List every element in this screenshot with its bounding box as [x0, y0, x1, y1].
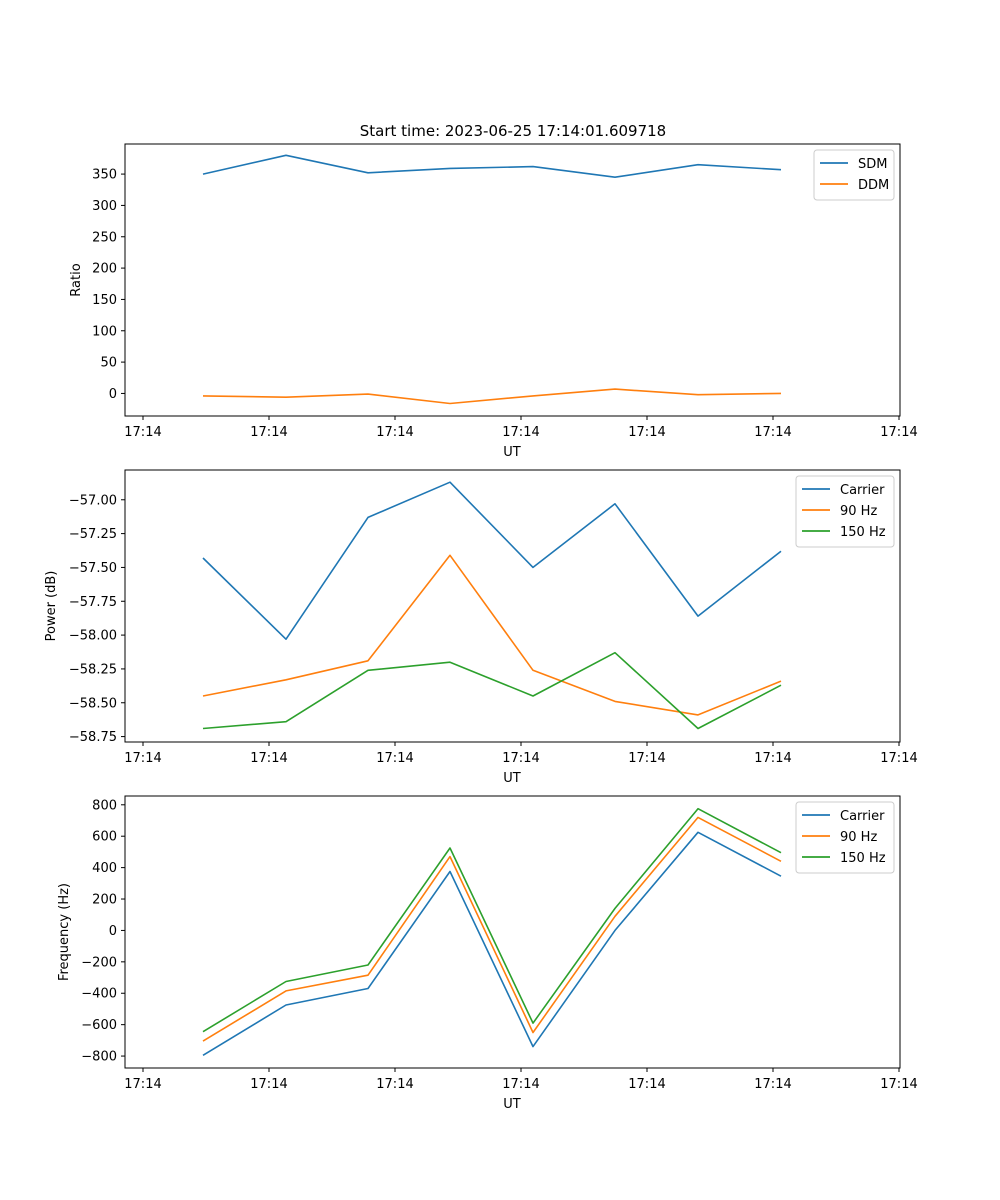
x-tick-label: 17:14 [376, 751, 413, 766]
y-tick-label: 250 [92, 230, 117, 245]
x-tick-label: 17:14 [376, 425, 413, 440]
x-tick-label: 17:14 [880, 1077, 917, 1092]
legend: Carrier 90 Hz 150 Hz [795, 475, 895, 548]
y-tick-label: −58.25 [69, 662, 117, 677]
chart-panel-2: 17:14 17:14 17:14 17:14 17:14 17:14 17:14 −58.7… [44, 469, 918, 786]
y-tick-label: 150 [92, 293, 117, 308]
legend-box [795, 475, 895, 548]
y-tick-label: −57.50 [69, 561, 117, 576]
y-tick-label: −400 [81, 987, 117, 1002]
y-tick-label: −58.00 [69, 629, 117, 644]
y-tick-label: −58.50 [69, 696, 117, 711]
y-tick-label: 200 [92, 262, 117, 277]
x-tick-label: 17:14 [754, 751, 791, 766]
x-tick-label: 17:14 [754, 1077, 791, 1092]
x-tick-label: 17:14 [250, 425, 287, 440]
x-tick-label: 17:14 [502, 1077, 539, 1092]
x-tick-label: 17:14 [124, 425, 161, 440]
series-line-carrier [202, 481, 782, 641]
y-tick-label: −600 [81, 1018, 117, 1033]
legend-box [795, 801, 895, 874]
x-tick-label: 17:14 [124, 751, 161, 766]
y-tick-label: −800 [81, 1050, 117, 1065]
y-tick-label: 50 [100, 356, 117, 371]
x-tick-label: 17:14 [250, 751, 287, 766]
y-tick-label: 400 [92, 861, 117, 876]
chart-panel-3: 17:14 17:14 17:14 17:14 17:14 17:14 17:14 −800 −… [57, 795, 918, 1112]
chart-panel-1: 17:14 17:14 17:14 17:14 17:14 17:14 17:14 0 50 10… [69, 143, 918, 460]
y-tick-label: −58.75 [69, 730, 117, 745]
x-axis-label: UT [503, 1097, 521, 1112]
y-axis-label: Frequency (Hz) [57, 883, 72, 981]
legend-label: DDM [858, 178, 889, 193]
series-line-90-hz [202, 816, 782, 1042]
legend-label: 150 Hz [840, 525, 886, 540]
y-tick-label: −200 [81, 955, 117, 970]
legend-label: SDM [858, 157, 887, 172]
axes-frame [124, 795, 901, 1069]
legend: Carrier 90 Hz 150 Hz [795, 801, 895, 874]
series-line-carrier [202, 831, 782, 1056]
x-axis-label: UT [503, 445, 521, 460]
y-tick-label: −57.25 [69, 527, 117, 542]
x-tick-label: 17:14 [502, 425, 539, 440]
x-tick-label: 17:14 [880, 425, 917, 440]
legend-label: Carrier [840, 483, 885, 498]
x-tick-label: 17:14 [628, 751, 665, 766]
legend: SDM DDM [813, 149, 895, 201]
y-axis-label: Power (dB) [44, 571, 59, 642]
series-line-150-hz [202, 807, 782, 1033]
x-tick-label: 17:14 [628, 1077, 665, 1092]
y-tick-label: 0 [109, 387, 117, 402]
y-tick-label: −57.00 [69, 493, 117, 508]
x-tick-label: 17:14 [250, 1077, 287, 1092]
x-tick-label: 17:14 [124, 1077, 161, 1092]
x-tick-label: 17:14 [376, 1077, 413, 1092]
legend-label: 90 Hz [840, 830, 877, 845]
y-tick-label: 200 [92, 893, 117, 908]
series-line-ddm [202, 388, 782, 405]
y-tick-label: 300 [92, 199, 117, 214]
y-tick-label: 600 [92, 830, 117, 845]
y-tick-label: 0 [109, 924, 117, 939]
axes-frame [124, 143, 901, 417]
x-axis-label: UT [503, 771, 521, 786]
x-tick-label: 17:14 [880, 751, 917, 766]
legend-label: 90 Hz [840, 504, 877, 519]
axes-frame [124, 469, 901, 743]
y-tick-label: −57.75 [69, 595, 117, 610]
series-line-150-hz [202, 651, 782, 730]
legend-label: 150 Hz [840, 851, 886, 866]
series-line-sdm [202, 154, 782, 178]
legend-label: Carrier [840, 809, 885, 824]
panels: 17:14 17:14 17:14 17:14 17:14 17:14 17:14 0 50 10… [44, 143, 918, 1112]
series-line-90-hz [202, 554, 782, 716]
y-tick-label: 100 [92, 324, 117, 339]
x-tick-label: 17:14 [754, 425, 791, 440]
x-tick-label: 17:14 [502, 751, 539, 766]
figure-title: Start time: 2023-06-25 17:14:01.609718 [360, 122, 666, 140]
x-tick-label: 17:14 [628, 425, 665, 440]
y-axis-label: Ratio [69, 263, 84, 296]
y-tick-label: 800 [92, 798, 117, 813]
y-tick-label: 350 [92, 168, 117, 183]
